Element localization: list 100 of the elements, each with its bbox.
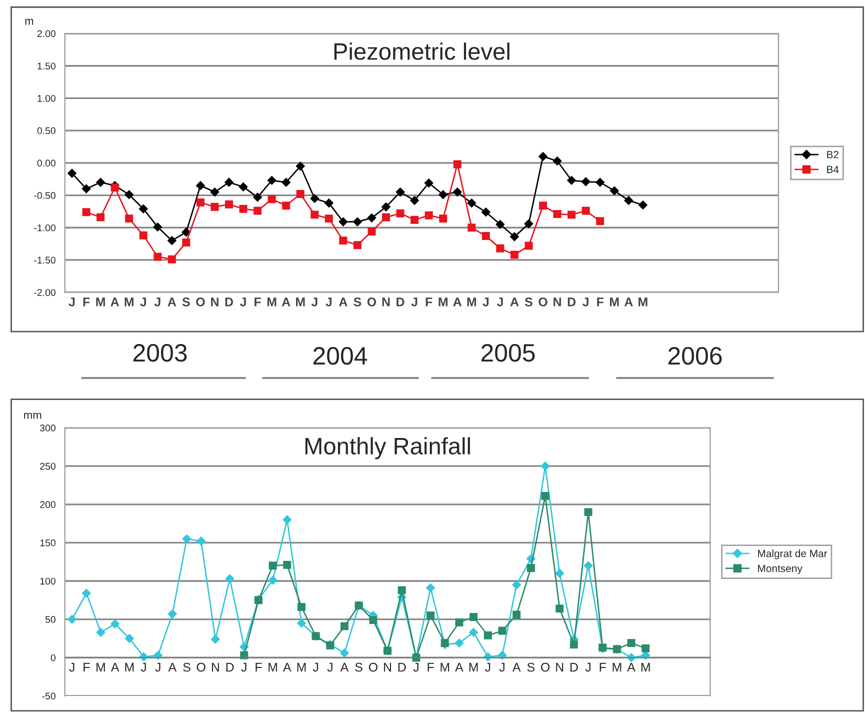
x-tick-label: M xyxy=(124,298,134,306)
x-tick-label: S xyxy=(183,662,190,672)
x-tick-label: J xyxy=(327,662,332,672)
x-tick-label: J xyxy=(68,298,75,306)
x-tick-label: N xyxy=(212,662,219,672)
x-tick-label: S xyxy=(524,298,532,306)
x-tick-label: A xyxy=(110,298,120,306)
x-tick-label: N xyxy=(382,298,390,306)
x-tick-label: M xyxy=(641,662,650,672)
x-tick-label: A xyxy=(455,662,464,672)
x-tick-label: D xyxy=(568,298,576,306)
y-axis-title: mm xyxy=(24,412,42,419)
x-tick-label: A xyxy=(512,662,521,672)
y-tick-label: -1.00 xyxy=(34,224,56,232)
x-tick-label: F xyxy=(256,662,262,672)
x-tick-label: J xyxy=(140,298,146,306)
y-tick-label: -0.50 xyxy=(34,192,56,199)
y-tick-label: 1.00 xyxy=(38,94,56,102)
x-tick-label: J xyxy=(482,298,489,306)
y-tick-label: 2.00 xyxy=(37,30,56,38)
x-tick-label: A xyxy=(168,662,177,672)
x-tick-label: M xyxy=(125,662,134,672)
y-tick-label: 150 xyxy=(40,539,56,546)
x-tick-label: S xyxy=(354,298,362,306)
y-tick-label: 50 xyxy=(45,616,56,623)
x-tick-label: J xyxy=(312,662,318,672)
x-tick-label: J xyxy=(582,298,588,306)
x-tick-label: A xyxy=(510,298,519,306)
text: 2003 xyxy=(133,344,187,362)
x-tick-label: J xyxy=(311,298,318,306)
y-tick-label: 0 xyxy=(50,654,56,662)
x-tick-label: O xyxy=(368,662,378,672)
x-tick-label: M xyxy=(267,298,276,306)
text: 2004 xyxy=(313,347,368,365)
x-tick-label: F xyxy=(84,662,90,672)
text: 2005 xyxy=(481,344,535,362)
y-tick-label: -2.00 xyxy=(34,289,56,296)
x-tick-label: J xyxy=(155,662,160,672)
chart-title: Monthly Rainfall xyxy=(305,437,470,460)
x-tick-label: M xyxy=(438,298,448,306)
x-tick-label: J xyxy=(240,298,246,306)
x-tick-label: A xyxy=(627,662,636,672)
x-tick-label: N xyxy=(556,662,564,672)
y-tick-label: 0.50 xyxy=(37,127,56,134)
x-tick-label: F xyxy=(426,298,432,306)
x-tick-label: S xyxy=(355,662,362,672)
x-tick-label: D xyxy=(396,298,404,306)
x-tick-label: O xyxy=(538,298,548,306)
y-tick-label: -50 xyxy=(42,692,56,700)
y-tick-label: 0.00 xyxy=(37,160,56,167)
legend-label: B4 xyxy=(827,166,839,174)
y-axis-title: m xyxy=(25,18,34,25)
x-tick-label: M xyxy=(440,662,450,672)
x-tick-label: N xyxy=(554,298,561,306)
x-tick-label: J xyxy=(154,298,160,306)
legend-label: Malgrat de Mar xyxy=(758,550,828,560)
x-tick-label: M xyxy=(96,662,105,672)
x-tick-label: O xyxy=(196,662,206,672)
text: 2006 xyxy=(668,347,722,365)
x-tick-label: F xyxy=(254,298,261,306)
x-tick-label: F xyxy=(428,662,434,672)
x-tick-label: D xyxy=(398,662,406,672)
chart-title: Piezometric level xyxy=(334,42,510,60)
x-tick-label: M xyxy=(467,298,476,306)
x-tick-label: M xyxy=(296,298,305,306)
x-tick-label: A xyxy=(453,298,462,306)
x-tick-label: M xyxy=(96,298,105,306)
legend-label: Montseny xyxy=(758,564,802,574)
x-tick-label: F xyxy=(600,662,606,672)
x-tick-label: J xyxy=(413,662,418,672)
y-tick-label: 300 xyxy=(40,424,56,432)
x-tick-label: D xyxy=(225,298,233,306)
x-tick-label: J xyxy=(585,662,590,672)
x-tick-label: S xyxy=(182,298,190,306)
x-tick-label: J xyxy=(140,662,146,672)
x-tick-label: J xyxy=(499,662,504,672)
x-tick-label: A xyxy=(624,298,633,306)
y-tick-label: -1.50 xyxy=(34,256,56,264)
x-tick-label: A xyxy=(338,298,348,306)
x-tick-label: M xyxy=(638,298,648,306)
x-tick-label: O xyxy=(367,298,376,306)
x-tick-label: M xyxy=(610,298,619,306)
x-tick-label: N xyxy=(211,298,218,306)
x-tick-label: M xyxy=(612,662,622,672)
x-tick-label: S xyxy=(527,662,535,672)
x-tick-label: D xyxy=(570,662,578,672)
x-tick-label: A xyxy=(110,662,120,672)
y-tick-label: 100 xyxy=(40,578,56,585)
x-tick-label: M xyxy=(268,662,277,672)
x-tick-label: A xyxy=(168,298,176,306)
x-tick-label: J xyxy=(69,662,74,672)
x-tick-label: J xyxy=(484,662,490,672)
y-tick-label: 1.50 xyxy=(38,62,56,70)
y-tick-label: 250 xyxy=(40,462,56,470)
x-tick-label: J xyxy=(496,298,503,306)
x-tick-label: O xyxy=(540,662,550,672)
x-tick-label: D xyxy=(226,662,234,672)
x-tick-label: F xyxy=(597,298,604,306)
y-tick-label: 200 xyxy=(40,501,56,508)
x-tick-label: J xyxy=(411,298,418,306)
